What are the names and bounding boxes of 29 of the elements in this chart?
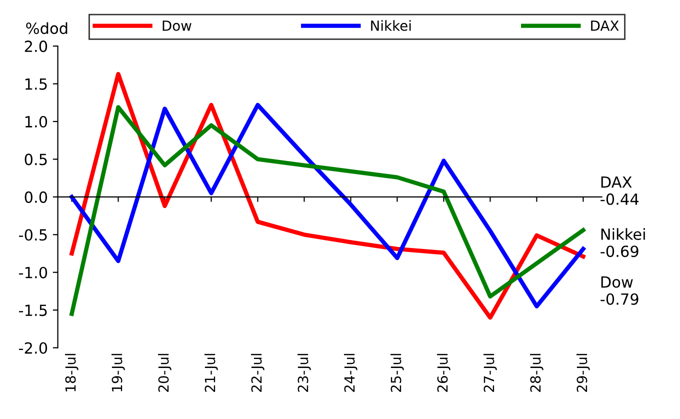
- y-tick-label: -0.5: [19, 229, 47, 241]
- x-tick-label: 25-Jul: [390, 354, 404, 392]
- x-tick-label: 20-Jul: [158, 354, 172, 392]
- legend-label: Nikkei: [371, 20, 411, 31]
- x-tick-label: 21-Jul: [204, 354, 218, 392]
- x-tick-label: 22-Jul: [251, 354, 264, 392]
- y-tick-label: 1.5: [25, 78, 47, 90]
- y-tick-label: -1.0: [19, 266, 48, 278]
- legend-label: DAX: [591, 20, 619, 31]
- y-tick-label: 0.5: [24, 154, 47, 166]
- y-tick-label: -2.0: [19, 342, 48, 354]
- y-tick-label: 1.0: [25, 116, 48, 128]
- line-series: [70, 72, 586, 320]
- y-tick-label: -1.5: [19, 304, 47, 316]
- y-tick-label: 2.0: [24, 40, 48, 52]
- y-tick-label: 0.0: [24, 191, 48, 203]
- x-tick-label: 29-Jul: [576, 354, 590, 392]
- annotation: DAX -0.44: [600, 176, 639, 205]
- x-tick-label: 26-Jul: [436, 354, 450, 392]
- legend-label: Dow: [162, 20, 192, 31]
- y-axis-title: %dod: [26, 22, 68, 34]
- x-tick-label: 27-Jul: [483, 354, 497, 392]
- x-tick-label: 28-Jul: [530, 354, 544, 392]
- annotation: Dow -0.79: [600, 276, 638, 305]
- x-tick-label: 19-Jul: [112, 354, 125, 392]
- x-tick-label: 23-Jul: [298, 354, 311, 392]
- x-tick-label: 18-Jul: [65, 354, 78, 392]
- annotation: Nikkei -0.69: [600, 228, 645, 258]
- x-tick-label: 24-Jul: [344, 354, 358, 392]
